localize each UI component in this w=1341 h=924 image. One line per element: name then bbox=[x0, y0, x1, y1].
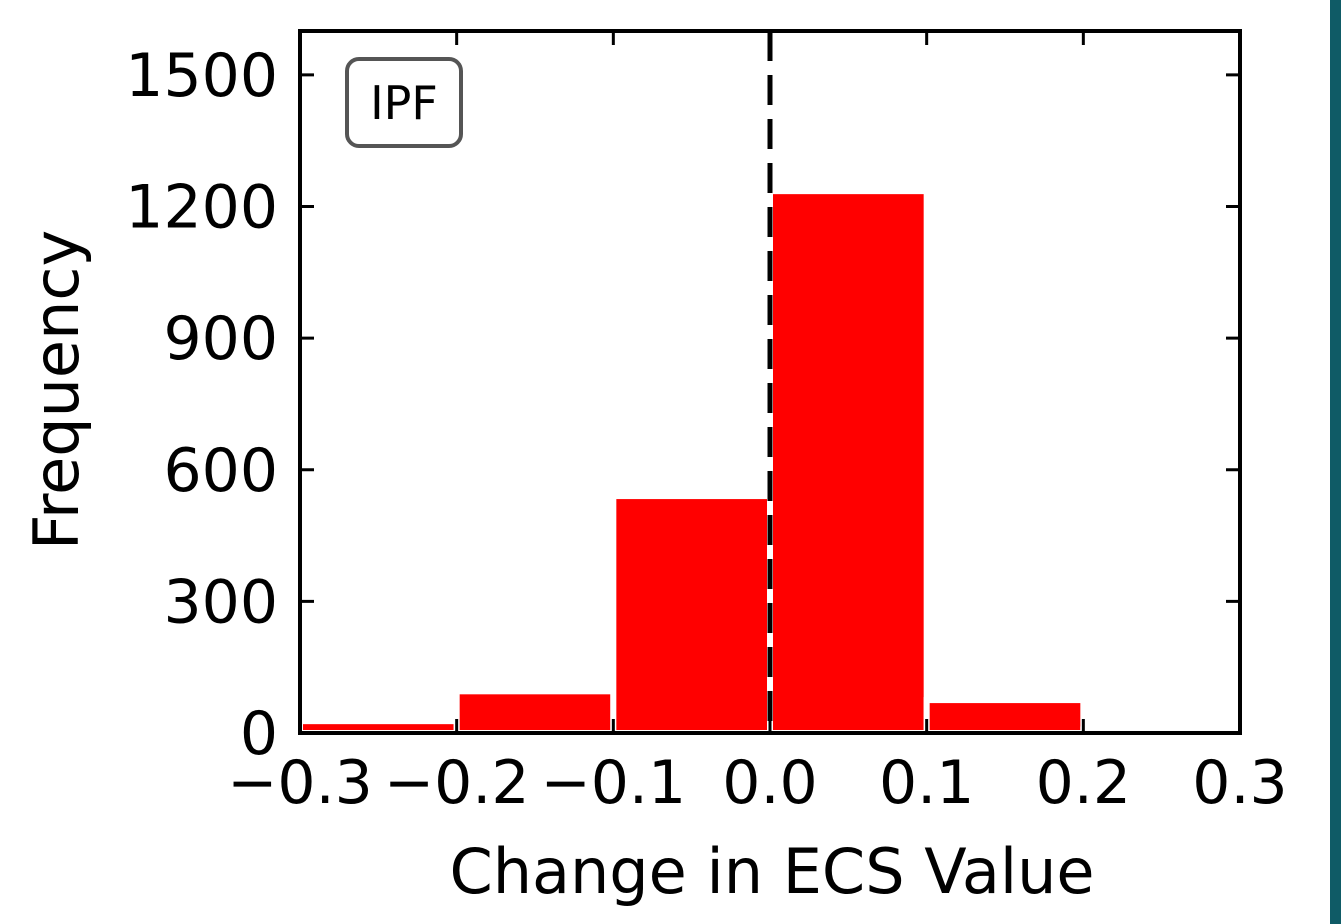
y-tick-labels: 0 300 600 900 1200 1500 bbox=[125, 41, 278, 769]
histogram-bar bbox=[767, 188, 930, 737]
x-tick-label: −0.2 bbox=[384, 748, 530, 818]
histogram-bar bbox=[610, 493, 773, 737]
y-tick-label: 1500 bbox=[125, 41, 278, 111]
x-tick-label: −0.1 bbox=[540, 748, 686, 818]
x-tick-labels: −0.3 −0.2 −0.1 0.0 0.1 0.2 0.3 bbox=[227, 748, 1288, 818]
x-tick-label: 0.1 bbox=[879, 748, 974, 818]
histogram-bar bbox=[923, 697, 1087, 736]
x-tick-label: 0.3 bbox=[1192, 748, 1287, 818]
plot-frame bbox=[298, 29, 1242, 735]
bars-group bbox=[297, 188, 1244, 737]
y-tick-label: 900 bbox=[163, 304, 278, 374]
right-edge-strip bbox=[1330, 0, 1341, 924]
x-tick-label: 0.0 bbox=[722, 748, 817, 818]
x-tick-label: 0.2 bbox=[1036, 748, 1131, 818]
y-tick-label: 300 bbox=[163, 567, 278, 637]
y-axis-title: Frequency bbox=[20, 230, 93, 550]
y-tick-label: 1200 bbox=[125, 173, 278, 243]
annotation-label: IPF bbox=[370, 76, 438, 130]
y-tick-label: 600 bbox=[163, 436, 278, 506]
x-tick-label: −0.3 bbox=[227, 748, 373, 818]
annotation-box-border bbox=[345, 57, 463, 148]
histogram-bar bbox=[453, 688, 617, 736]
x-axis-title: Change in ECS Value bbox=[449, 835, 1094, 908]
annotation-box: IPF bbox=[345, 57, 463, 148]
y-tick-label: 0 bbox=[240, 699, 278, 769]
